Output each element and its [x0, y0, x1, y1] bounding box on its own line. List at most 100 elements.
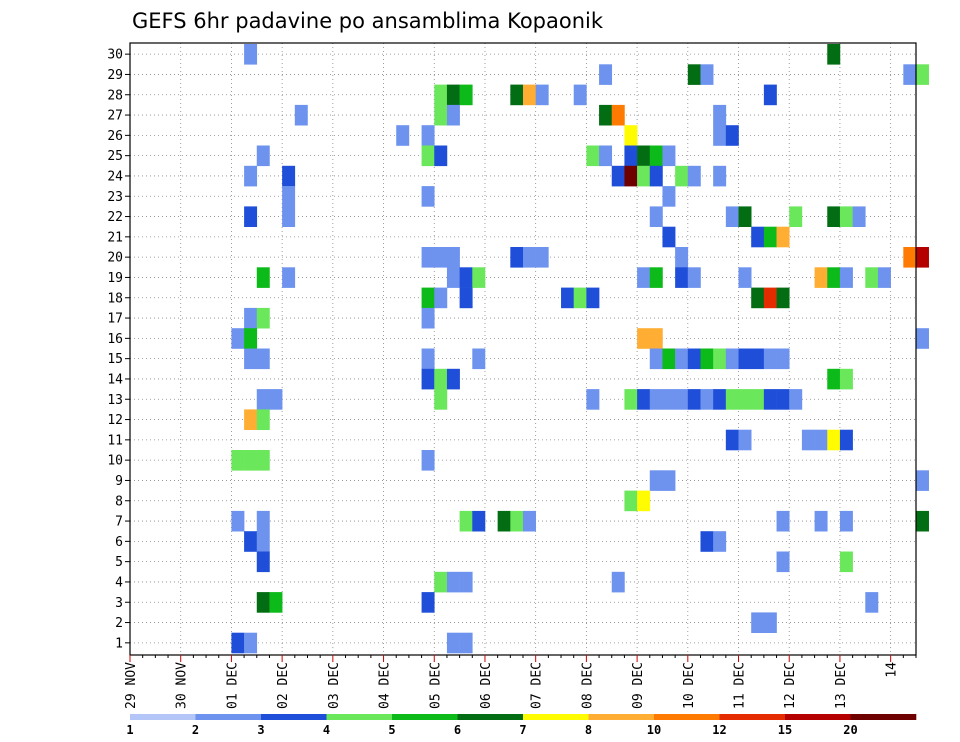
x-tick-label: 01 DEC: [225, 662, 240, 709]
heatmap-cell: [434, 104, 448, 126]
heatmap-cell: [282, 165, 296, 187]
y-tick-label: 23: [107, 190, 123, 205]
heatmap-cell: [763, 348, 777, 370]
heatmap-cell: [700, 348, 714, 370]
heatmap-cell: [561, 287, 575, 309]
heatmap-cell: [282, 267, 296, 288]
heatmap-cell: [725, 429, 739, 451]
colorbar-label: 6: [454, 723, 461, 737]
heatmap-cell: [649, 165, 663, 187]
heatmap-cell: [637, 165, 651, 187]
colorbar-swatch: [850, 714, 917, 720]
colorbar-label: 8: [585, 723, 592, 737]
y-tick-label: 25: [107, 149, 123, 164]
heatmap-cell: [725, 206, 739, 227]
heatmap-cell: [434, 247, 448, 268]
heatmap-cell: [573, 287, 587, 309]
heatmap-cell: [256, 409, 270, 430]
colorbar-swatch: [719, 714, 786, 720]
heatmap-cell: [903, 247, 917, 268]
heatmap-cell: [624, 145, 638, 167]
x-tick-label: 08 DEC: [580, 662, 595, 709]
y-tick-label: 1: [115, 636, 123, 651]
heatmap-cell: [434, 389, 448, 410]
heatmap-cell: [231, 450, 245, 471]
heatmap-cell: [244, 632, 258, 654]
colorbar-swatch: [392, 714, 458, 720]
heatmap-cell: [434, 571, 448, 593]
heatmap-cell: [839, 368, 853, 390]
y-tick-label: 29: [107, 68, 123, 83]
y-tick-label: 9: [115, 474, 123, 489]
heatmap-cell: [903, 64, 917, 85]
heatmap-cell: [396, 125, 410, 146]
heatmap-cell: [459, 267, 473, 288]
heatmap-cell: [814, 510, 828, 532]
colorbar-swatch: [457, 714, 524, 720]
colorbar-label: 15: [778, 723, 792, 737]
heatmap-cell: [535, 84, 549, 106]
heatmap-cell: [624, 165, 638, 187]
heatmap-cell: [738, 206, 752, 227]
y-tick-label: 27: [107, 109, 123, 124]
heatmap-cell: [269, 389, 283, 410]
y-tick-label: 21: [107, 230, 123, 245]
heatmap-cell: [776, 551, 790, 573]
heatmap-cell: [916, 470, 929, 491]
heatmap-cell: [421, 368, 435, 390]
heatmap-cell: [713, 165, 727, 187]
heatmap-cell: [725, 125, 739, 146]
heatmap-cell: [269, 592, 283, 613]
colorbar-legend: 1 2 3 4 5 6 7 8 10 12 15 20: [126, 714, 917, 737]
heatmap-cell: [916, 64, 929, 85]
heatmap-cell: [675, 389, 689, 410]
heatmap-cell: [421, 592, 435, 613]
heatmap-cell: [256, 531, 270, 552]
x-tick-label: 04 DEC: [378, 662, 393, 709]
colorbar-label: 10: [647, 723, 661, 737]
heatmap-cell: [649, 145, 663, 167]
heatmap-cell: [446, 571, 460, 593]
heatmap-cell: [459, 287, 473, 309]
y-tick-label: 24: [107, 169, 123, 184]
heatmap-cell: [637, 145, 651, 167]
x-tick-label: 03 DEC: [327, 662, 342, 709]
heatmap-cell: [599, 64, 613, 85]
heatmap-cell: [776, 510, 790, 532]
heatmap-cell: [244, 328, 258, 349]
heatmap-cell: [839, 510, 853, 532]
heatmap-cell: [244, 165, 258, 187]
y-tick-label: 30: [107, 48, 123, 63]
heatmap-cell: [751, 226, 765, 248]
heatmap-cell: [523, 247, 536, 268]
heatmap-cell: [839, 551, 853, 573]
heatmap-cell: [649, 348, 663, 370]
y-tick-label: 13: [107, 393, 123, 408]
heatmap-cell: [662, 186, 676, 207]
y-tick-label: 20: [107, 251, 123, 266]
heatmap-cell: [725, 348, 739, 370]
heatmap-cell: [713, 389, 727, 410]
heatmap-cell: [827, 429, 841, 451]
heatmap-cell: [637, 389, 651, 410]
heatmap-cell: [434, 368, 448, 390]
heatmap-cell: [789, 206, 803, 227]
y-tick-label: 15: [107, 352, 123, 367]
y-tick-label: 2: [115, 616, 123, 631]
heatmap-cell: [573, 84, 587, 106]
heatmap-cell: [827, 44, 841, 65]
x-axis: 29 NOV 30 NOV 01 DEC 02 DEC 03 DEC 04 DEC 05 D…: [124, 655, 917, 709]
heatmap-cell: [624, 125, 638, 146]
heatmap-cell: [687, 64, 701, 85]
heatmap-cell: [776, 389, 790, 410]
heatmap-cell: [611, 165, 625, 187]
heatmap-cell: [801, 429, 815, 451]
heatmap-cell: [459, 571, 473, 593]
heatmap-cell: [687, 389, 701, 410]
y-tick-label: 26: [107, 129, 123, 144]
heatmap-cell: [763, 389, 777, 410]
y-tick-label: 6: [115, 535, 123, 550]
heatmap-cell: [434, 287, 448, 309]
heatmap-cell: [256, 551, 270, 573]
heatmap-cell: [662, 389, 676, 410]
